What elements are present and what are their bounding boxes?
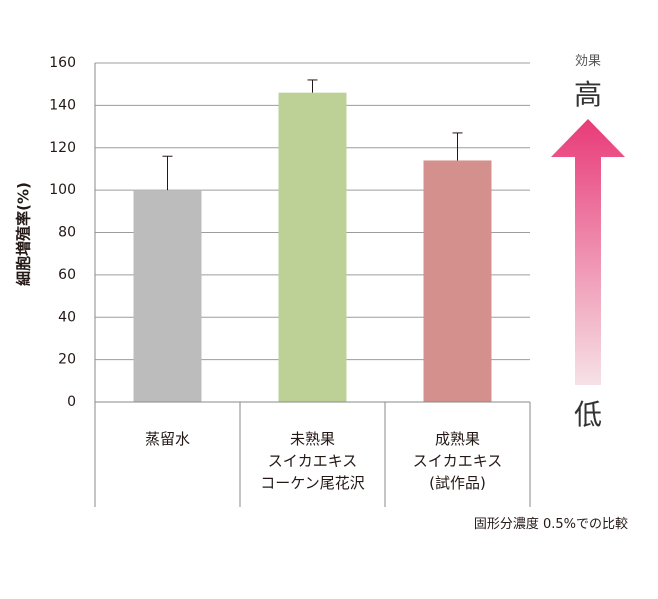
y-tick-label: 160 bbox=[49, 55, 76, 71]
bar bbox=[423, 160, 492, 402]
y-axis-label: 細胞増殖率(%) bbox=[15, 182, 33, 286]
bars bbox=[133, 92, 492, 402]
bar bbox=[278, 92, 347, 402]
y-tick-label: 80 bbox=[58, 225, 76, 241]
high-label: 高 bbox=[574, 78, 602, 111]
effect-caption: 効果 bbox=[575, 54, 601, 69]
category-label: (試作品) bbox=[429, 474, 486, 492]
comparison-note: 固形分濃度 0.5%での比較 bbox=[474, 516, 628, 532]
category-label: スイカエキス bbox=[413, 452, 503, 470]
category-label: 成熟果 bbox=[435, 430, 480, 448]
category-label: スイカエキス bbox=[268, 452, 358, 470]
y-tick-label: 20 bbox=[58, 352, 76, 368]
low-label: 低 bbox=[574, 398, 602, 431]
category-label: 蒸留水 bbox=[145, 430, 190, 448]
y-tick-label: 60 bbox=[58, 267, 76, 283]
y-tick-labels: 0 20 40 60 80 100 120 140 160 bbox=[49, 55, 76, 410]
category-label: コーケン尾花沢 bbox=[260, 474, 365, 492]
axes bbox=[94, 63, 531, 507]
y-tick-label: 140 bbox=[49, 97, 76, 113]
error-bars bbox=[162, 79, 463, 191]
category-label: 未熟果 bbox=[290, 430, 335, 448]
y-tick-label: 100 bbox=[49, 182, 76, 198]
y-tick-label: 40 bbox=[58, 309, 76, 325]
y-tick-label: 0 bbox=[67, 394, 76, 410]
bar bbox=[133, 190, 202, 402]
effect-arrow-icon bbox=[551, 119, 625, 385]
y-tick-label: 120 bbox=[49, 140, 76, 156]
